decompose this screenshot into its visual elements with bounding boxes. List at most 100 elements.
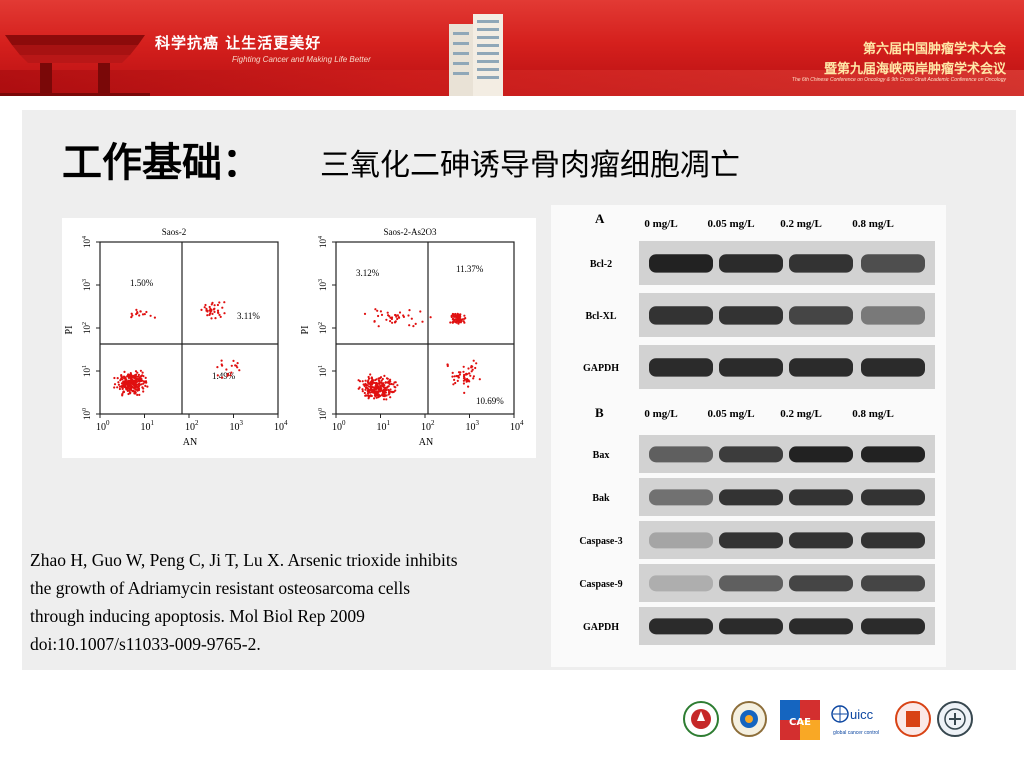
event-dot	[146, 385, 149, 388]
event-dot	[138, 393, 141, 396]
blot-row-label: Caspase-9	[579, 579, 622, 590]
event-dot	[365, 384, 368, 387]
event-dot	[141, 379, 144, 382]
event-dot	[205, 309, 208, 312]
event-dot	[140, 375, 143, 378]
hospital-seal-logo-icon	[937, 701, 973, 737]
event-dot	[213, 310, 216, 313]
dose-label: 0.05 mg/L	[707, 408, 754, 420]
event-dot	[377, 325, 380, 328]
event-dot	[391, 321, 394, 324]
event-dot	[451, 317, 455, 320]
event-dot	[143, 313, 146, 316]
event-dot	[457, 371, 461, 374]
event-dot	[378, 389, 381, 392]
event-dot	[408, 324, 411, 327]
event-dot	[124, 382, 127, 385]
event-dot	[141, 371, 144, 374]
event-dot	[369, 373, 372, 376]
event-dot	[388, 382, 391, 385]
event-dot	[361, 380, 364, 383]
event-dot	[392, 383, 395, 386]
event-dot	[144, 376, 147, 379]
event-dot	[468, 372, 471, 375]
event-dot	[364, 386, 367, 389]
blot-row-label: GAPDH	[583, 622, 619, 633]
event-dot	[214, 317, 217, 320]
event-dot	[125, 378, 128, 381]
event-dot	[118, 387, 121, 391]
event-dot	[373, 397, 376, 400]
event-dot	[223, 312, 226, 315]
event-dot	[391, 391, 394, 394]
event-dot	[210, 309, 213, 312]
event-dot	[230, 371, 233, 374]
header-band	[0, 70, 1024, 96]
event-dot	[467, 367, 470, 370]
event-dot	[368, 382, 371, 385]
event-dot	[216, 309, 220, 312]
event-dot	[126, 375, 129, 378]
event-dot	[238, 369, 241, 372]
event-dot	[388, 380, 391, 383]
event-dot	[232, 359, 235, 362]
event-dot	[135, 313, 138, 316]
event-dot	[234, 364, 237, 367]
event-dot	[385, 398, 388, 401]
event-dot	[364, 382, 367, 385]
blot-band	[861, 532, 925, 549]
event-dot	[236, 366, 239, 369]
event-dot	[123, 370, 126, 373]
y-axis-label: PI	[300, 326, 311, 335]
x-tick-label: 103	[466, 419, 480, 433]
blot-band	[719, 532, 783, 549]
event-dot	[374, 392, 377, 395]
x-tick-label: 100	[96, 419, 110, 433]
event-dot	[217, 311, 220, 314]
dose-label: 0.2 mg/L	[780, 408, 822, 420]
blot-row-label: Bak	[592, 493, 610, 504]
event-dot	[127, 379, 130, 382]
event-dot	[386, 311, 389, 314]
event-dot	[365, 394, 369, 397]
conference-title-line1: 第六届中国肿瘤学术大会	[862, 42, 1006, 57]
event-dot	[368, 385, 371, 388]
event-dot	[126, 389, 129, 392]
event-dot	[203, 306, 206, 309]
x-tick-exp: 0	[342, 419, 346, 427]
dose-label: 0.05 mg/L	[707, 218, 754, 230]
event-dot	[383, 392, 386, 396]
blot-band	[719, 306, 783, 325]
x-tick-exp: 3	[476, 419, 480, 427]
event-dot	[136, 375, 139, 378]
event-dot	[378, 394, 381, 397]
event-dot	[463, 377, 466, 380]
blot-band	[789, 358, 853, 377]
event-dot	[471, 365, 474, 368]
y-tick-exp: 2	[82, 322, 88, 325]
flow-panel-title: Saos-2	[162, 227, 187, 237]
event-dot	[472, 359, 475, 362]
x-axis-label: AN	[183, 437, 197, 448]
event-dot	[142, 382, 145, 385]
event-dot	[200, 308, 203, 311]
event-dot	[389, 320, 392, 323]
event-dot	[377, 314, 380, 318]
event-dot	[136, 371, 139, 374]
event-dot	[209, 307, 212, 310]
event-dot	[410, 317, 413, 320]
event-dot	[387, 393, 390, 396]
event-dot	[407, 314, 410, 317]
quadrant-lr-value: 1.49%	[212, 371, 236, 381]
event-dot	[370, 380, 373, 383]
y-tick-label: 100	[82, 408, 92, 420]
event-dot	[123, 385, 126, 389]
event-dot	[393, 381, 396, 384]
event-dot	[462, 365, 465, 368]
event-dot	[463, 391, 466, 394]
event-dot	[364, 379, 367, 382]
event-dot	[369, 385, 372, 388]
header-banner: 科学抗癌 让生活更美好 Fighting Cancer and Making L…	[0, 0, 1024, 96]
event-dot	[452, 315, 455, 318]
hospital-building-icon	[449, 14, 503, 96]
